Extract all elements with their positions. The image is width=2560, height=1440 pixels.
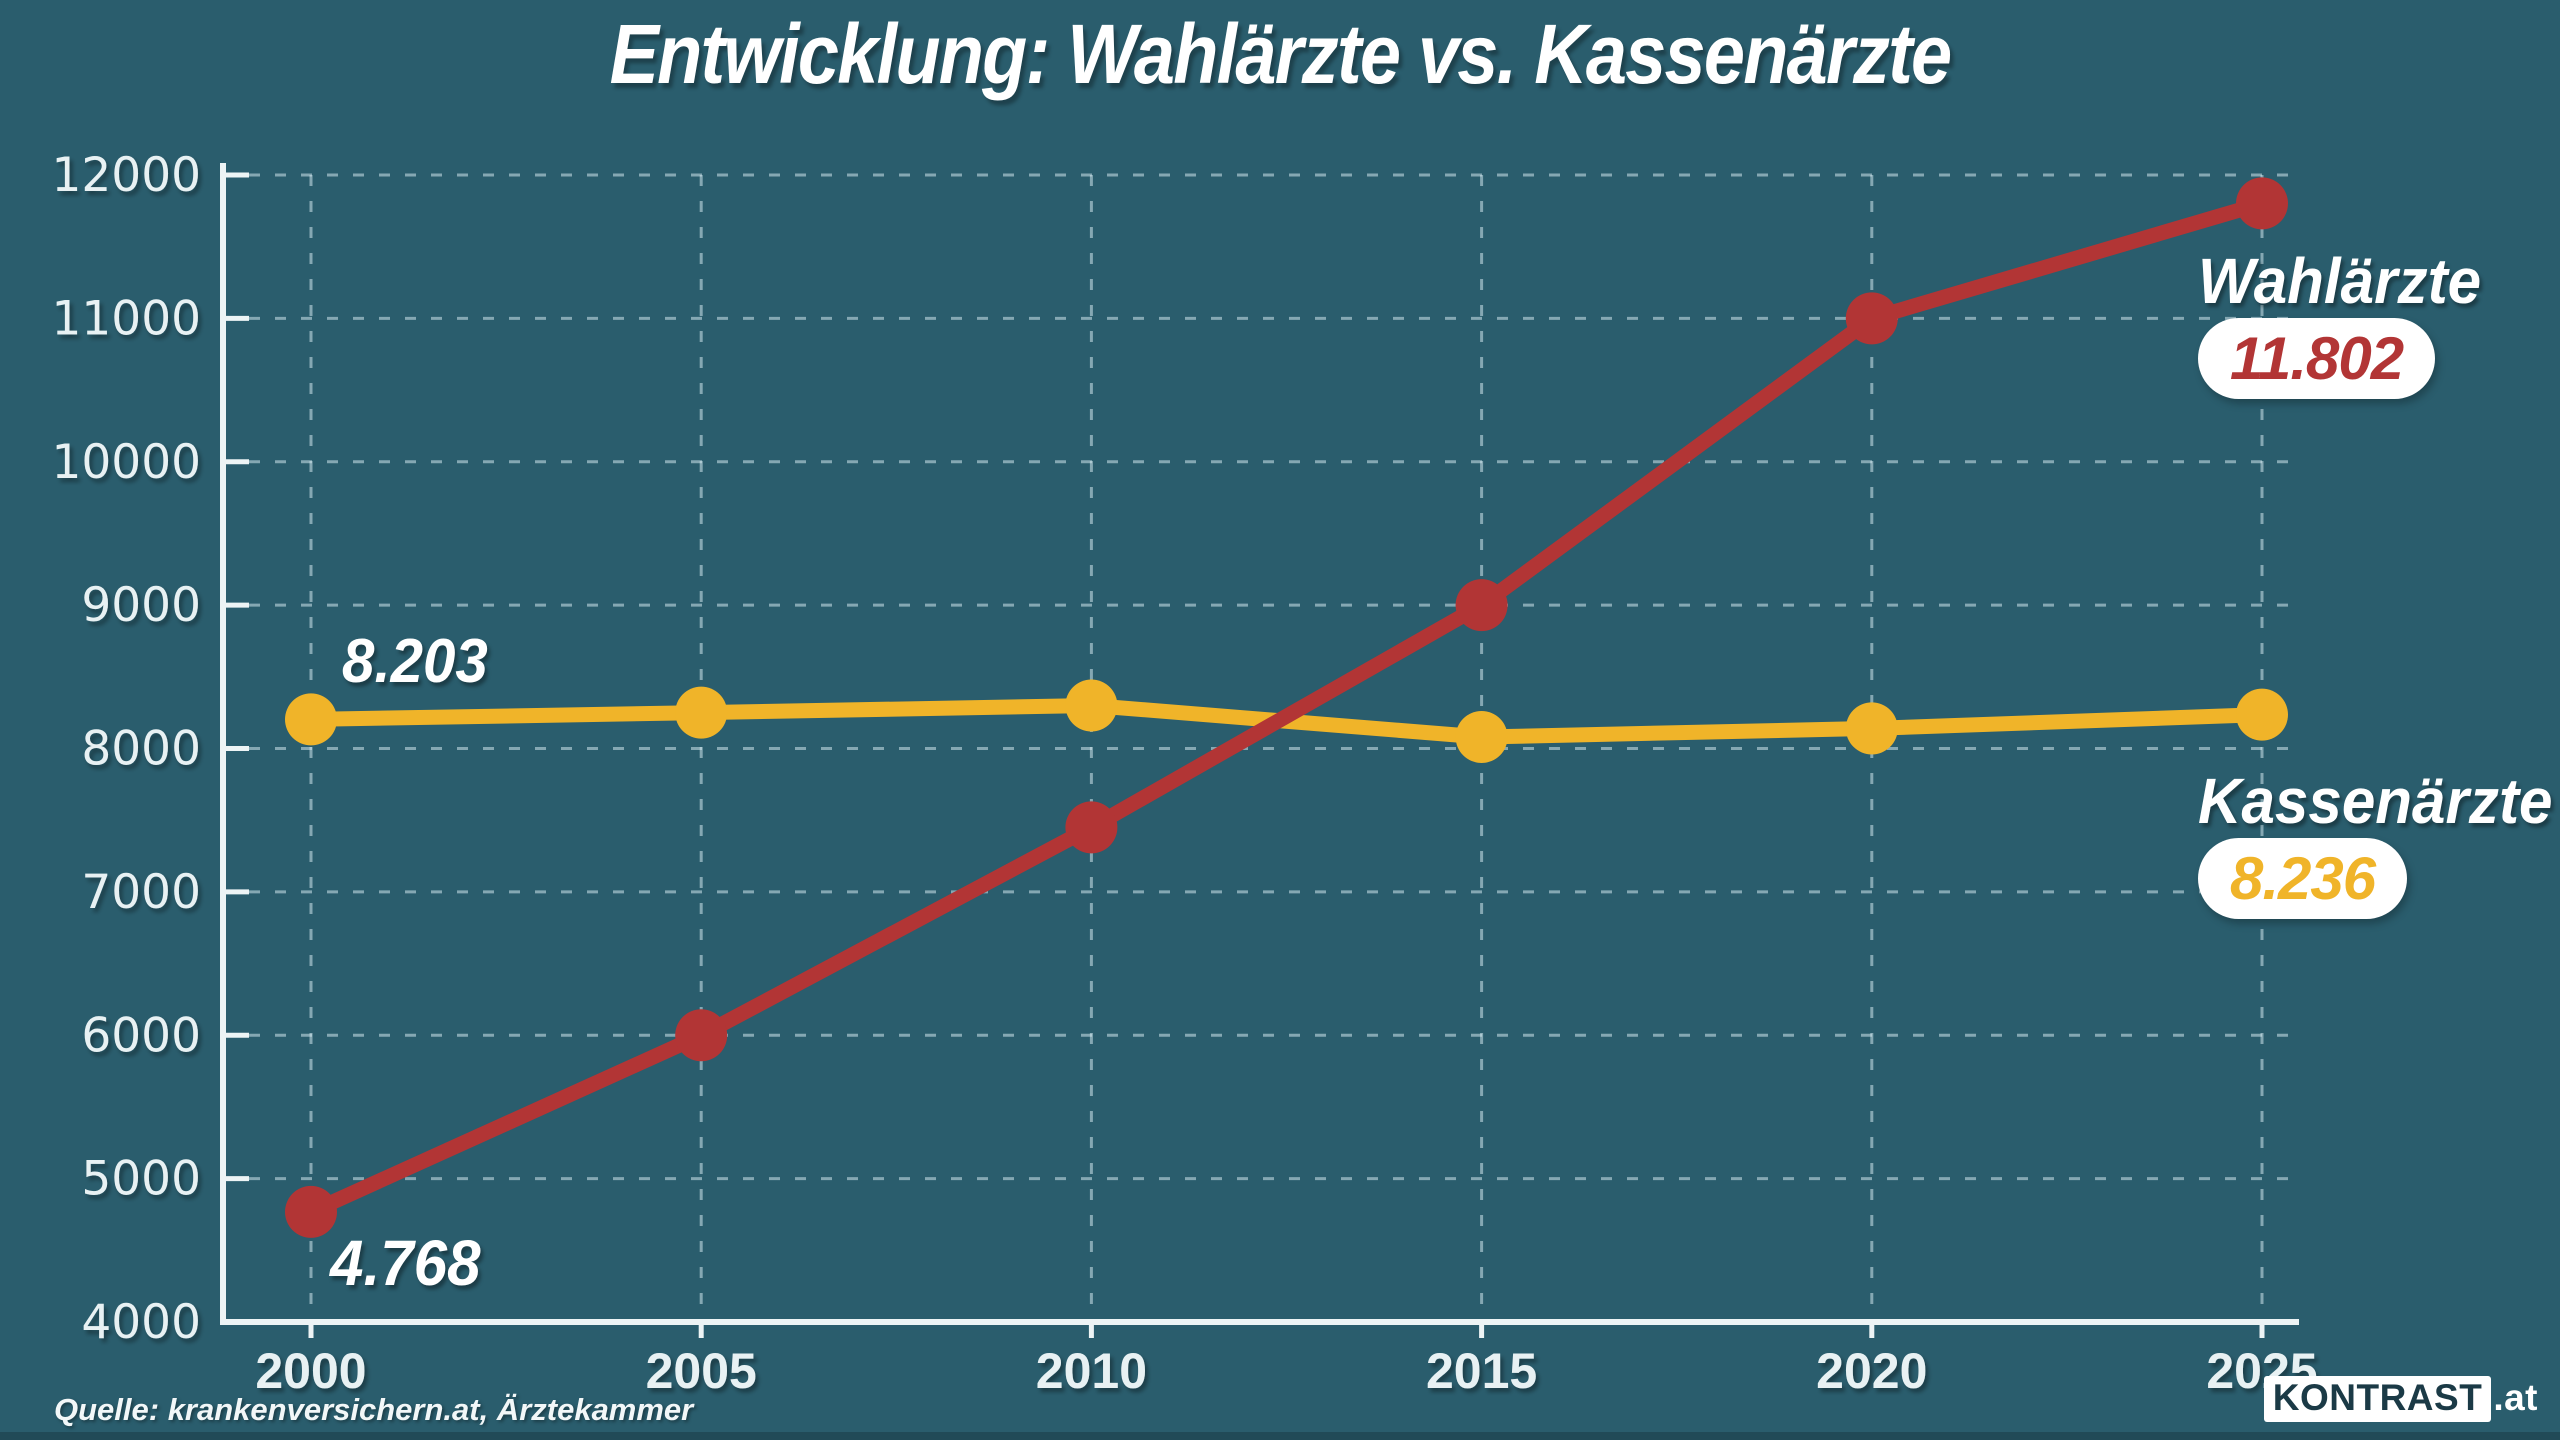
wahlaerzte-badge-value: 11.802 — [2230, 325, 2404, 392]
svg-text:11000: 11000 — [51, 291, 201, 346]
kassenaerzte-badge-value: 8.236 — [2230, 845, 2376, 912]
wahlaerzte-value-badge: 11.802 — [2198, 318, 2436, 399]
kassenaerzte-start-value-label: 8.203 — [342, 627, 488, 696]
svg-text:2015: 2015 — [1426, 1343, 1537, 1399]
svg-text:2005: 2005 — [646, 1343, 757, 1399]
svg-text:10000: 10000 — [51, 435, 201, 490]
chart-title: Entwicklung: Wahlärzte vs. Kassenärzte — [609, 7, 1953, 101]
kontrast-logo-text: KONTRAST — [2263, 1376, 2492, 1422]
kontrast-logo-suffix: .at — [2493, 1377, 2538, 1418]
svg-text:9000: 9000 — [81, 578, 201, 633]
svg-text:7000: 7000 — [81, 865, 201, 920]
svg-text:2000: 2000 — [255, 1343, 366, 1399]
svg-text:2010: 2010 — [1036, 1343, 1147, 1399]
kassenaerzte-value-badge: 8.236 — [2198, 838, 2408, 919]
bottom-strip — [0, 1432, 2560, 1440]
svg-text:5000: 5000 — [81, 1152, 201, 1207]
kassenaerzte-series-label: Kassenärzte — [2198, 765, 2553, 837]
wahlaerzte-series-label: Wahlärzte — [2198, 245, 2482, 317]
svg-text:12000: 12000 — [51, 148, 201, 203]
kontrast-logo: KONTRAST .at — [2263, 1376, 2538, 1422]
svg-text:2020: 2020 — [1816, 1343, 1927, 1399]
svg-text:4000: 4000 — [81, 1295, 201, 1350]
source-attribution: Quelle: krankenversichern.at, Ärztekamme… — [54, 1392, 694, 1427]
svg-text:8000: 8000 — [81, 722, 201, 777]
svg-text:6000: 6000 — [81, 1008, 201, 1063]
wahlaerzte-start-value-label: 4.768 — [330, 1227, 481, 1299]
